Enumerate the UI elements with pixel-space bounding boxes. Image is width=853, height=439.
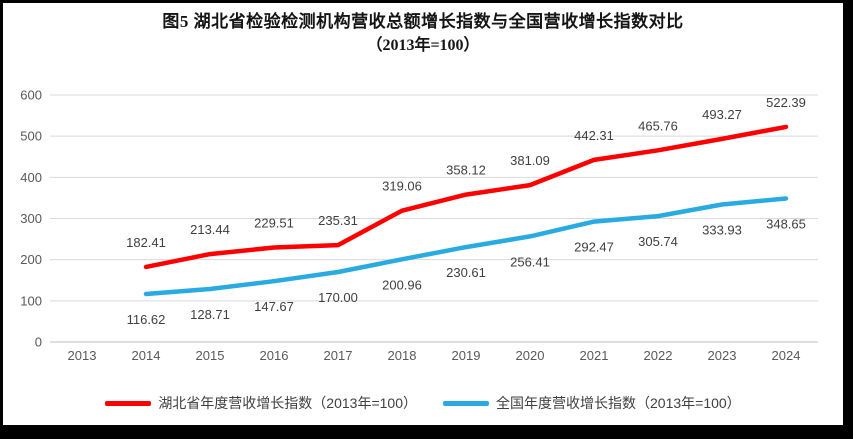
svg-text:229.51: 229.51 xyxy=(254,216,294,231)
svg-text:292.47: 292.47 xyxy=(574,240,614,255)
svg-text:182.41: 182.41 xyxy=(126,235,166,250)
y-axis-tick-labels: 0 100 200 300 400 500 600 xyxy=(20,88,42,350)
series-line-1 xyxy=(143,196,789,297)
svg-text:2017: 2017 xyxy=(324,348,353,363)
svg-text:116.62: 116.62 xyxy=(127,312,166,327)
chart-title: 图5 湖北省检验检测机构营收总额增长指数与全国营收增长指数对比 （2013年=1… xyxy=(3,9,843,58)
svg-text:500: 500 xyxy=(20,129,42,144)
chart-title-line2: （2013年=100） xyxy=(366,37,480,54)
svg-text:2021: 2021 xyxy=(580,348,609,363)
svg-text:348.65: 348.65 xyxy=(766,216,806,231)
series-data-labels-1: 116.62 128.71 147.67 170.00 200.96 230.61 256.… xyxy=(127,216,806,327)
svg-text:2015: 2015 xyxy=(196,348,225,363)
svg-text:230.61: 230.61 xyxy=(446,265,486,280)
legend-label-hubei: 湖北省年度营收增长指数（2013年=100） xyxy=(158,395,417,411)
svg-text:170.00: 170.00 xyxy=(318,290,358,305)
svg-text:2018: 2018 xyxy=(388,348,417,363)
svg-text:305.74: 305.74 xyxy=(638,234,678,249)
svg-text:493.27: 493.27 xyxy=(702,107,742,122)
svg-text:2022: 2022 xyxy=(644,348,673,363)
svg-text:100: 100 xyxy=(20,293,42,308)
svg-text:200: 200 xyxy=(20,252,42,267)
svg-text:2023: 2023 xyxy=(708,348,737,363)
series-data-labels-0: 182.41 213.44 229.51 235.31 319.06 358.12 381.… xyxy=(126,95,806,250)
svg-text:600: 600 xyxy=(20,88,42,103)
svg-text:400: 400 xyxy=(20,170,42,185)
gridlines xyxy=(50,94,818,343)
svg-text:147.67: 147.67 xyxy=(254,299,294,314)
x-axis-tick-labels: 2013 2014 2015 2016 2017 2018 2019 2020 2021 2022… xyxy=(68,348,801,363)
chart-title-line1: 图5 湖北省检验检测机构营收总额增长指数与全国营收增长指数对比 xyxy=(162,12,684,31)
svg-text:2013: 2013 xyxy=(68,348,97,363)
chart-legend: 湖北省年度营收增长指数（2013年=100） 全国年度营收增长指数（2013年=… xyxy=(3,389,843,417)
svg-text:300: 300 xyxy=(20,211,42,226)
series-line-0 xyxy=(143,124,789,270)
svg-text:256.41: 256.41 xyxy=(510,254,550,269)
svg-text:333.93: 333.93 xyxy=(702,223,742,238)
legend-item-national: 全国年度营收增长指数（2013年=100） xyxy=(443,393,741,413)
svg-text:2024: 2024 xyxy=(772,348,801,363)
hubei-series-swatch-icon xyxy=(105,400,152,406)
svg-text:213.44: 213.44 xyxy=(190,222,230,237)
legend-item-hubei: 湖北省年度营收增长指数（2013年=100） xyxy=(105,393,417,413)
svg-text:0: 0 xyxy=(35,335,42,350)
svg-text:235.31: 235.31 xyxy=(318,213,358,228)
national-series-swatch-icon xyxy=(443,400,489,406)
svg-text:200.96: 200.96 xyxy=(382,277,422,292)
svg-text:381.09: 381.09 xyxy=(510,153,550,168)
svg-text:522.39: 522.39 xyxy=(766,95,806,110)
svg-text:358.12: 358.12 xyxy=(446,163,486,178)
svg-text:442.31: 442.31 xyxy=(574,128,614,143)
svg-text:319.06: 319.06 xyxy=(382,179,422,194)
svg-text:128.71: 128.71 xyxy=(190,307,230,322)
svg-text:2019: 2019 xyxy=(452,348,481,363)
legend-label-national: 全国年度营收增长指数（2013年=100） xyxy=(496,395,741,411)
svg-text:2016: 2016 xyxy=(260,348,289,363)
svg-text:2014: 2014 xyxy=(132,348,161,363)
svg-text:2020: 2020 xyxy=(516,348,545,363)
svg-text:465.76: 465.76 xyxy=(638,118,678,133)
